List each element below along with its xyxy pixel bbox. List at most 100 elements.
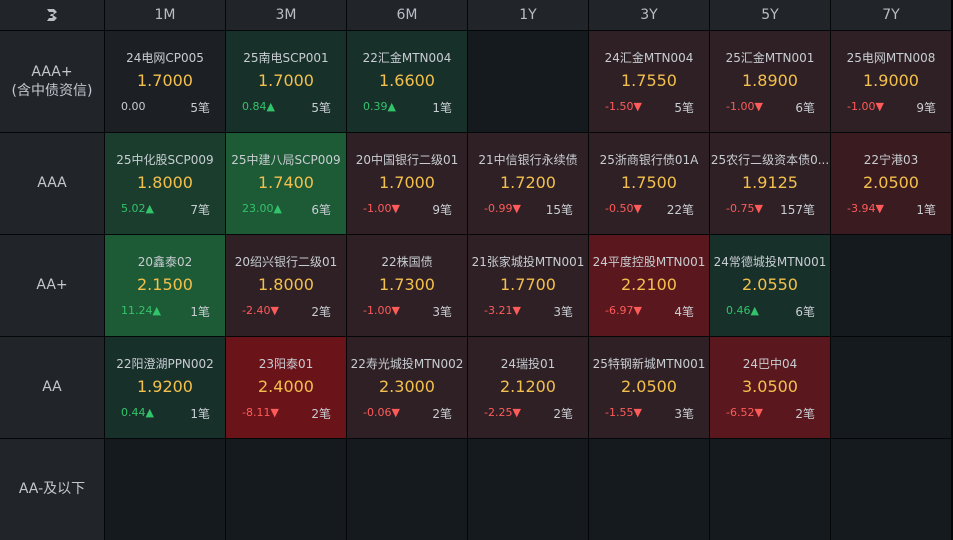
bond-name: 25电网MTN008 <box>846 51 936 65</box>
column-header-1y[interactable]: 1Y <box>468 0 588 30</box>
column-header-3m[interactable]: 3M <box>226 0 346 30</box>
trade-count: 2笔 <box>311 407 331 421</box>
bond-cell[interactable]: 24瑞投01 2.1200 -2.25▼ 2笔 <box>468 337 588 438</box>
bond-change: -1.00▼ <box>726 100 763 113</box>
empty-cell <box>347 439 467 540</box>
bond-name: 22株国债 <box>381 255 433 269</box>
trade-count: 2笔 <box>795 407 815 421</box>
trade-count: 6笔 <box>795 305 815 319</box>
trade-count: 1笔 <box>916 203 936 217</box>
bond-cell[interactable]: 25特钢新城MTN001 2.0500 -1.55▼ 3笔 <box>589 337 709 438</box>
trade-count: 2笔 <box>553 407 573 421</box>
bond-yield: 1.6600 <box>379 71 435 90</box>
row-header: AA <box>0 337 104 438</box>
bond-change: -0.99▼ <box>484 202 521 215</box>
trade-count: 5笔 <box>311 101 331 115</box>
bond-change: -3.94▼ <box>847 202 884 215</box>
bond-name: 21中信银行永续债 <box>478 153 578 167</box>
rating-label: (含中债资信) <box>11 82 93 99</box>
bond-name: 24常德城投MTN001 <box>713 255 827 269</box>
row-header: AAA+ (含中债资信) <box>0 31 104 132</box>
bond-yield: 1.9000 <box>863 71 919 90</box>
bond-yield: 2.4000 <box>258 377 314 396</box>
empty-cell <box>831 337 951 438</box>
bond-change: 0.44▲ <box>121 406 154 419</box>
column-header-7y[interactable]: 7Y <box>831 0 951 30</box>
trade-count: 6笔 <box>795 101 815 115</box>
bond-change: -1.00▼ <box>363 202 400 215</box>
empty-cell <box>468 439 588 540</box>
bond-cell[interactable]: 20绍兴银行二级01 1.8000 -2.40▼ 2笔 <box>226 235 346 336</box>
bond-cell[interactable]: 22寿光城投MTN002 2.3000 -0.06▼ 2笔 <box>347 337 467 438</box>
bond-name: 24汇金MTN004 <box>604 51 694 65</box>
column-header-3y[interactable]: 3Y <box>589 0 709 30</box>
bond-cell[interactable]: 25浙商银行债01A 1.7500 -0.50▼ 22笔 <box>589 133 709 234</box>
bond-name: 25农行二级资本债0... <box>710 153 830 167</box>
bond-cell[interactable]: 23阳泰01 2.4000 -8.11▼ 2笔 <box>226 337 346 438</box>
bond-yield: 2.0500 <box>863 173 919 192</box>
bond-cell[interactable]: 24巴中04 3.0500 -6.52▼ 2笔 <box>710 337 830 438</box>
empty-cell <box>589 439 709 540</box>
bond-cell[interactable]: 22宁港03 2.0500 -3.94▼ 1笔 <box>831 133 951 234</box>
bond-yield: 3.0500 <box>742 377 798 396</box>
bond-cell[interactable]: 22汇金MTN004 1.6600 0.39▲ 1笔 <box>347 31 467 132</box>
bond-cell[interactable]: 24汇金MTN004 1.7550 -1.50▼ 5笔 <box>589 31 709 132</box>
column-header-6m[interactable]: 6M <box>347 0 467 30</box>
bond-change: -1.00▼ <box>847 100 884 113</box>
bond-name: 24电网CP005 <box>126 51 204 65</box>
bond-name: 20中国银行二级01 <box>355 153 459 167</box>
bond-yield: 2.1200 <box>500 377 556 396</box>
bond-cell[interactable]: 21张家城投MTN001 1.7700 -3.21▼ 3笔 <box>468 235 588 336</box>
bond-cell[interactable]: 24平度控股MTN001 2.2100 -6.97▼ 4笔 <box>589 235 709 336</box>
bond-name: 25汇金MTN001 <box>725 51 815 65</box>
empty-cell <box>831 439 951 540</box>
trade-count: 157笔 <box>780 203 815 217</box>
bond-cell[interactable]: 25电网MTN008 1.9000 -1.00▼ 9笔 <box>831 31 951 132</box>
bond-cell[interactable]: 25中建八局SCP009 1.7400 23.00▲ 6笔 <box>226 133 346 234</box>
bond-yield: 1.8000 <box>258 275 314 294</box>
bond-cell[interactable]: 20中国银行二级01 1.7000 -1.00▼ 9笔 <box>347 133 467 234</box>
bond-cell[interactable]: 25中化股SCP009 1.8000 5.02▲ 7笔 <box>105 133 225 234</box>
trade-count: 15笔 <box>545 203 573 217</box>
empty-cell <box>105 439 225 540</box>
bond-cell[interactable]: 25农行二级资本债0... 1.9125 -0.75▼ 157笔 <box>710 133 830 234</box>
bond-change: -3.21▼ <box>484 304 521 317</box>
trade-count: 22笔 <box>666 203 694 217</box>
bond-yield: 1.9125 <box>742 173 798 192</box>
bond-cell[interactable]: 24电网CP005 1.7000 0.00 5笔 <box>105 31 225 132</box>
bond-change: 0.00 <box>121 100 146 113</box>
trade-count: 4笔 <box>674 305 694 319</box>
bond-yield: 1.7000 <box>379 173 435 192</box>
bond-yield: 1.7400 <box>258 173 314 192</box>
trade-count: 2笔 <box>311 305 331 319</box>
bond-change: 0.46▲ <box>726 304 759 317</box>
bond-cell[interactable]: 25汇金MTN001 1.8900 -1.00▼ 6笔 <box>710 31 830 132</box>
bond-cell[interactable]: 21中信银行永续债 1.7200 -0.99▼ 15笔 <box>468 133 588 234</box>
bond-yield: 2.2100 <box>621 275 677 294</box>
bond-cell[interactable]: 20鑫泰02 2.1500 11.24▲ 1笔 <box>105 235 225 336</box>
rating-label: AAA+ <box>31 63 73 80</box>
bond-change: -6.52▼ <box>726 406 763 419</box>
bond-change: -0.06▼ <box>363 406 400 419</box>
bond-cell[interactable]: 24常德城投MTN001 2.0550 0.46▲ 6笔 <box>710 235 830 336</box>
bond-change: -0.75▼ <box>726 202 763 215</box>
column-header-5y[interactable]: 5Y <box>710 0 830 30</box>
bond-yield: 2.0550 <box>742 275 798 294</box>
trade-count: 7笔 <box>190 203 210 217</box>
bond-cell[interactable]: 25南电SCP001 1.7000 0.84▲ 5笔 <box>226 31 346 132</box>
column-header-1m[interactable]: 1M <box>105 0 225 30</box>
empty-cell <box>468 31 588 132</box>
bond-change: 23.00▲ <box>242 202 282 215</box>
rating-label: AA <box>42 379 62 395</box>
bond-cell[interactable]: 22株国债 1.7300 -1.00▼ 3笔 <box>347 235 467 336</box>
bond-change: 0.84▲ <box>242 100 275 113</box>
bond-yield: 1.8900 <box>742 71 798 90</box>
trade-count: 2笔 <box>432 407 452 421</box>
trade-count: 3笔 <box>553 305 573 319</box>
trade-count: 1笔 <box>190 407 210 421</box>
bond-yield: 1.7000 <box>137 71 193 90</box>
bond-cell[interactable]: 22阳澄湖PPN002 1.9200 0.44▲ 1笔 <box>105 337 225 438</box>
bond-name: 25特钢新城MTN001 <box>592 357 706 371</box>
empty-cell <box>831 235 951 336</box>
